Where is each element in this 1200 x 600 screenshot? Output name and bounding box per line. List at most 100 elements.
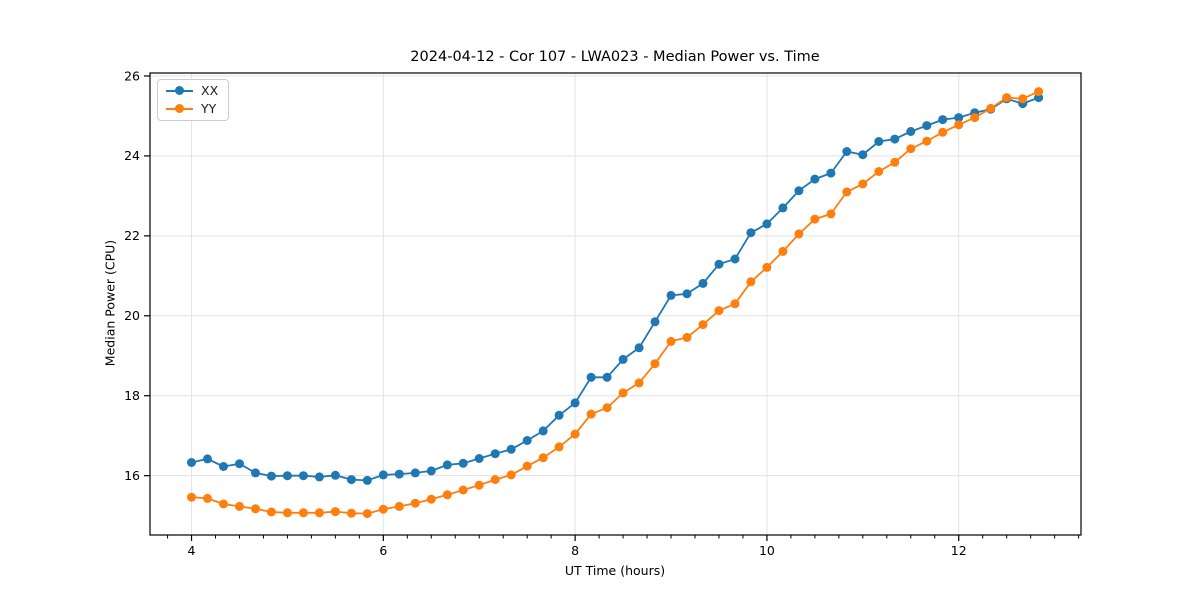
series-yy-marker bbox=[346, 508, 356, 518]
series-xx-marker bbox=[666, 290, 676, 300]
x-tick-label: 4 bbox=[188, 543, 196, 558]
series-xx-marker bbox=[362, 475, 372, 485]
x-tick-label: 10 bbox=[759, 543, 775, 558]
series-xx-marker bbox=[922, 121, 932, 131]
legend-label-yy: YY bbox=[201, 100, 217, 116]
legend-entry-yy: YY bbox=[166, 100, 218, 116]
series-xx-marker bbox=[410, 468, 420, 478]
axes-spines bbox=[149, 72, 1082, 536]
series-xx-marker bbox=[906, 127, 916, 136]
series-yy-marker bbox=[906, 144, 916, 154]
series-xx-marker bbox=[251, 468, 260, 478]
series-yy-marker bbox=[458, 485, 468, 495]
legend-label-xx: XX bbox=[201, 83, 219, 98]
x-tick-label: 6 bbox=[379, 543, 387, 558]
legend: XX YY bbox=[157, 79, 230, 121]
series-yy-marker bbox=[634, 378, 644, 388]
series-yy-marker bbox=[842, 187, 852, 197]
y-tick-label: 20 bbox=[124, 308, 140, 323]
series-yy-marker bbox=[730, 299, 740, 309]
series-xx-marker bbox=[954, 113, 964, 123]
legend-marker-yy-icon bbox=[166, 103, 193, 114]
series-xx-marker bbox=[378, 470, 388, 480]
series-xx-marker bbox=[330, 470, 340, 480]
series-xx-marker bbox=[938, 115, 948, 125]
series-xx-marker bbox=[219, 462, 228, 471]
series-yy-marker bbox=[1002, 93, 1012, 103]
y-tick-label: 24 bbox=[124, 148, 140, 163]
series-yy-marker bbox=[187, 492, 196, 502]
series-yy-marker bbox=[970, 113, 980, 123]
series-xx-marker bbox=[810, 174, 820, 184]
series-yy-marker bbox=[778, 246, 788, 256]
series-xx-marker bbox=[794, 186, 804, 196]
series-yy-marker bbox=[682, 332, 692, 342]
series-xx-marker bbox=[714, 259, 724, 269]
series-yy-line bbox=[191, 90, 1039, 515]
series-xx-marker bbox=[314, 472, 324, 482]
series-yy-marker bbox=[362, 509, 372, 519]
series-yy-marker bbox=[442, 490, 452, 500]
series-yy-marker bbox=[378, 504, 388, 514]
x-axis-label: UT Time (hours) bbox=[564, 563, 666, 578]
series-xx-marker bbox=[730, 254, 740, 264]
legend-entry-xx: XX bbox=[166, 83, 219, 98]
series-yy-marker bbox=[266, 507, 276, 517]
series-xx-marker bbox=[458, 458, 468, 468]
series-xx-marker bbox=[826, 168, 836, 178]
series-xx-marker bbox=[874, 137, 884, 146]
y-tick-label: 16 bbox=[124, 468, 140, 483]
series-yy-marker bbox=[251, 504, 260, 514]
chart-title: 2024-04-12 - Cor 107 - LWA023 - Median P… bbox=[410, 49, 820, 65]
series-xx-marker bbox=[187, 458, 196, 467]
y-tick-label: 26 bbox=[124, 68, 140, 83]
series-yy-marker bbox=[314, 508, 324, 518]
series-yy-marker bbox=[394, 501, 404, 511]
series-yy-marker bbox=[938, 127, 948, 137]
series-yy-marker bbox=[522, 461, 532, 471]
series-xx-marker bbox=[858, 150, 868, 160]
series-yy-marker bbox=[203, 493, 212, 503]
series-xx-marker bbox=[682, 289, 692, 299]
series-xx-marker bbox=[266, 471, 276, 481]
series-xx-marker bbox=[698, 278, 708, 288]
series-xx-marker bbox=[554, 410, 564, 420]
series-yy-marker bbox=[810, 214, 820, 224]
series-yy-marker bbox=[698, 320, 708, 330]
series-xx-line bbox=[191, 96, 1039, 482]
series-yy-marker bbox=[235, 501, 244, 511]
series-xx-marker bbox=[506, 444, 516, 454]
series-xx-marker bbox=[346, 475, 356, 485]
series-xx-marker bbox=[842, 147, 852, 156]
series-yy-marker bbox=[282, 508, 292, 518]
series-xx-marker bbox=[490, 449, 500, 459]
series-yy-marker bbox=[1018, 94, 1028, 104]
series-xx-marker bbox=[634, 343, 644, 353]
series-yy-marker bbox=[554, 442, 564, 452]
series-xx-marker bbox=[778, 203, 788, 213]
series-yy-marker bbox=[986, 103, 996, 113]
series-yy-marker bbox=[586, 409, 596, 419]
series-xx-marker bbox=[538, 426, 548, 436]
series-xx-marker bbox=[602, 372, 612, 382]
series-xx-marker bbox=[474, 454, 484, 463]
legend-marker-xx-icon bbox=[166, 86, 193, 96]
y-axis-label: Median Power (CPU) bbox=[102, 239, 118, 367]
series-yy-marker bbox=[954, 120, 964, 130]
x-tick-label: 8 bbox=[571, 543, 579, 558]
series-yy-marker bbox=[746, 277, 756, 287]
series-yy-marker bbox=[410, 498, 420, 508]
series-yy-marker bbox=[666, 336, 676, 346]
series-yy-marker bbox=[219, 499, 228, 509]
series-xx-marker bbox=[442, 460, 452, 470]
series-yy-marker bbox=[474, 480, 484, 490]
series-xx-marker bbox=[618, 354, 628, 364]
series-yy-marker bbox=[1034, 87, 1044, 97]
series-yy-marker bbox=[890, 157, 900, 167]
series-xx-marker bbox=[746, 228, 756, 238]
series-xx-marker bbox=[522, 436, 532, 445]
series-xx-marker bbox=[890, 134, 900, 144]
series-yy-marker bbox=[426, 494, 436, 504]
series-yy-marker bbox=[602, 403, 612, 413]
